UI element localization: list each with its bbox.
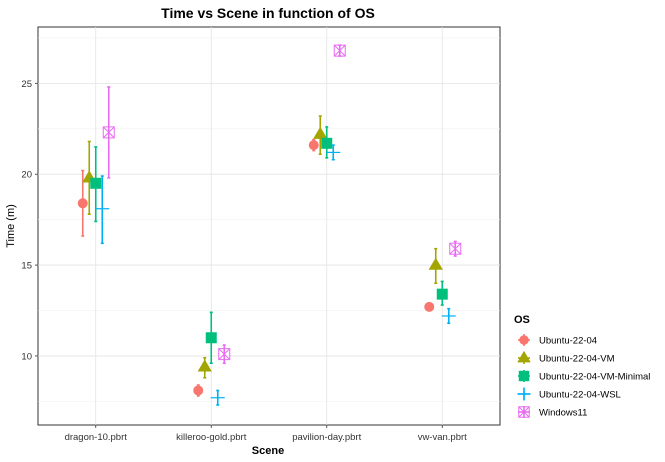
point-cross-b (333, 44, 346, 57)
point-square-outline (102, 126, 115, 139)
data-point (308, 140, 319, 151)
point-square-outline (518, 406, 530, 418)
point-cross-b (518, 406, 530, 418)
legend-item: Ubuntu-22-04-VM (517, 350, 615, 365)
y-tick-label: 20 (21, 170, 32, 181)
series-ubuntu-22-04-wsl (95, 144, 456, 406)
chart-title: Time vs Scene in function of OS (161, 5, 375, 21)
y-axis-title: Time (m) (5, 204, 17, 248)
y-tick-label: 10 (21, 351, 32, 362)
legend-item: Windows11 (518, 406, 587, 419)
point-cross-b (102, 126, 115, 139)
data-point (210, 390, 225, 405)
point-square-outline (333, 44, 346, 57)
legend-item: Ubuntu-22-04-VM-Minimal (518, 370, 650, 383)
legend-item: Ubuntu-22-04-WSL (517, 387, 621, 401)
data-point (218, 348, 231, 361)
legend-label: Ubuntu-22-04-VM (539, 354, 615, 365)
point-circle (193, 385, 204, 396)
legend: OS Ubuntu-22-04 Ubuntu-22-04-VM Ubuntu-22-… (514, 314, 650, 419)
point-square (90, 177, 102, 189)
legend-label: Ubuntu-22-04-VM-Minimal (539, 372, 650, 383)
point-triangle (313, 126, 328, 139)
y-tick-label: 25 (21, 79, 32, 90)
data-point (441, 308, 456, 323)
y-tick-label: 15 (21, 261, 32, 272)
point-cross-b (449, 242, 462, 255)
data-point (205, 332, 217, 344)
point-square (321, 137, 333, 149)
grid-layer (38, 27, 500, 425)
point-triangle (517, 350, 531, 363)
point-square-outline (218, 348, 231, 361)
legend-key-symbol (517, 350, 531, 363)
legend-label: Ubuntu-22-04 (539, 336, 597, 347)
legend-key-symbol (518, 406, 530, 418)
data-point (436, 288, 448, 300)
point-triangle (428, 257, 443, 270)
x-tick-label: vw-van.pbrt (418, 432, 467, 443)
point-circle (308, 140, 319, 151)
series-ubuntu-22-04-vm (82, 115, 443, 379)
y-axis: 10 15 20 25 (21, 79, 38, 362)
legend-item: Ubuntu-22-04 (518, 334, 597, 347)
data-point (326, 145, 341, 160)
data-point (313, 126, 328, 139)
legend-label: Windows11 (539, 408, 587, 419)
point-circle (519, 335, 529, 345)
legend-title: OS (514, 314, 530, 326)
legend-key-symbol (517, 387, 531, 401)
x-axis: dragon-10.pbrt killeroo-gold.pbrt pavilion… (65, 425, 467, 443)
plot-panel (37, 26, 501, 426)
data-layer (77, 44, 462, 406)
point-square (205, 332, 217, 344)
x-tick-label: pavilion-day.pbrt (292, 432, 361, 443)
point-square (436, 288, 448, 300)
data-point (95, 201, 110, 216)
point-circle (424, 301, 435, 312)
legend-label: Ubuntu-22-04-WSL (539, 390, 621, 401)
point-triangle (197, 359, 212, 372)
data-point (424, 301, 435, 312)
point-square (518, 370, 530, 382)
series-windows11 (102, 44, 462, 365)
data-point (321, 137, 333, 149)
legend-key-symbol (518, 370, 530, 382)
point-circle (77, 198, 88, 209)
point-square-outline (449, 242, 462, 255)
x-tick-label: dragon-10.pbrt (65, 432, 128, 443)
point-cross-b (218, 348, 231, 360)
data-point (193, 385, 204, 396)
x-tick-label: killeroo-gold.pbrt (176, 432, 247, 443)
data-point (197, 359, 212, 372)
data-point (449, 242, 462, 255)
x-axis-title: Scene (252, 445, 284, 457)
data-point (102, 126, 115, 139)
data-point (90, 177, 102, 189)
legend-key-symbol (519, 335, 529, 345)
data-point (333, 44, 346, 57)
data-point (77, 198, 88, 209)
data-point (428, 257, 443, 270)
